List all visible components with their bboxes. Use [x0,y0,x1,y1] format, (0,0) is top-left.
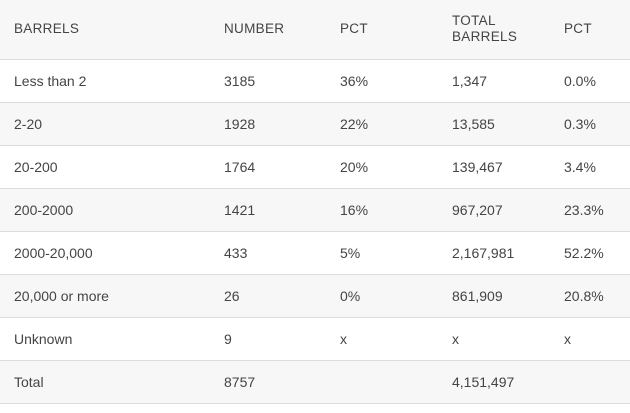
header-total-barrels: TOTAL BARRELS [438,0,550,60]
cell-pct [326,360,438,404]
cell-total-barrels: 4,151,497 [438,360,550,404]
cell-pct-total: 0.0% [550,59,630,103]
cell-number: 1928 [210,102,326,146]
header-barrels: BARRELS [0,0,210,60]
cell-number: 1421 [210,188,326,232]
table-row: 20-200 1764 20% 139,467 3.4% [0,145,630,189]
table-row: Less than 2 3185 36% 1,347 0.0% [0,59,630,103]
cell-barrels: 2000-20,000 [0,231,210,275]
cell-pct-total: 3.4% [550,145,630,189]
cell-number: 26 [210,274,326,318]
cell-barrels: 2-20 [0,102,210,146]
table-header-row: BARRELS NUMBER PCT TOTAL BARRELS PCT [0,0,630,60]
cell-pct: 0% [326,274,438,318]
cell-total-barrels: 967,207 [438,188,550,232]
header-pct: PCT [326,0,438,60]
cell-barrels: Unknown [0,317,210,361]
cell-pct-total: x [550,317,630,361]
cell-pct: 16% [326,188,438,232]
barrels-table: BARRELS NUMBER PCT TOTAL BARRELS PCT Les… [0,0,630,404]
cell-number: 1764 [210,145,326,189]
cell-pct: 20% [326,145,438,189]
cell-total-barrels: 139,467 [438,145,550,189]
cell-total-barrels: 2,167,981 [438,231,550,275]
table-row: 2-20 1928 22% 13,585 0.3% [0,102,630,146]
cell-number: 433 [210,231,326,275]
cell-pct: 36% [326,59,438,103]
cell-pct-total: 20.8% [550,274,630,318]
cell-total-barrels: 1,347 [438,59,550,103]
header-number: NUMBER [210,0,326,60]
table-row: Unknown 9 x x x [0,317,630,361]
cell-total-barrels: 13,585 [438,102,550,146]
cell-number: 9 [210,317,326,361]
cell-barrels: 20-200 [0,145,210,189]
cell-total-barrels: x [438,317,550,361]
table-row-total: Total 8757 4,151,497 [0,360,630,404]
cell-pct: 5% [326,231,438,275]
table-row: 2000-20,000 433 5% 2,167,981 52.2% [0,231,630,275]
table-row: 200-2000 1421 16% 967,207 23.3% [0,188,630,232]
cell-pct: 22% [326,102,438,146]
cell-pct: x [326,317,438,361]
cell-number: 3185 [210,59,326,103]
header-pct-total: PCT [550,0,630,60]
cell-pct-total [550,360,630,404]
cell-pct-total: 0.3% [550,102,630,146]
cell-barrels: 20,000 or more [0,274,210,318]
cell-pct-total: 52.2% [550,231,630,275]
cell-pct-total: 23.3% [550,188,630,232]
cell-number: 8757 [210,360,326,404]
cell-barrels: 200-2000 [0,188,210,232]
cell-barrels: Less than 2 [0,59,210,103]
cell-barrels: Total [0,360,210,404]
cell-total-barrels: 861,909 [438,274,550,318]
table-row: 20,000 or more 26 0% 861,909 20.8% [0,274,630,318]
